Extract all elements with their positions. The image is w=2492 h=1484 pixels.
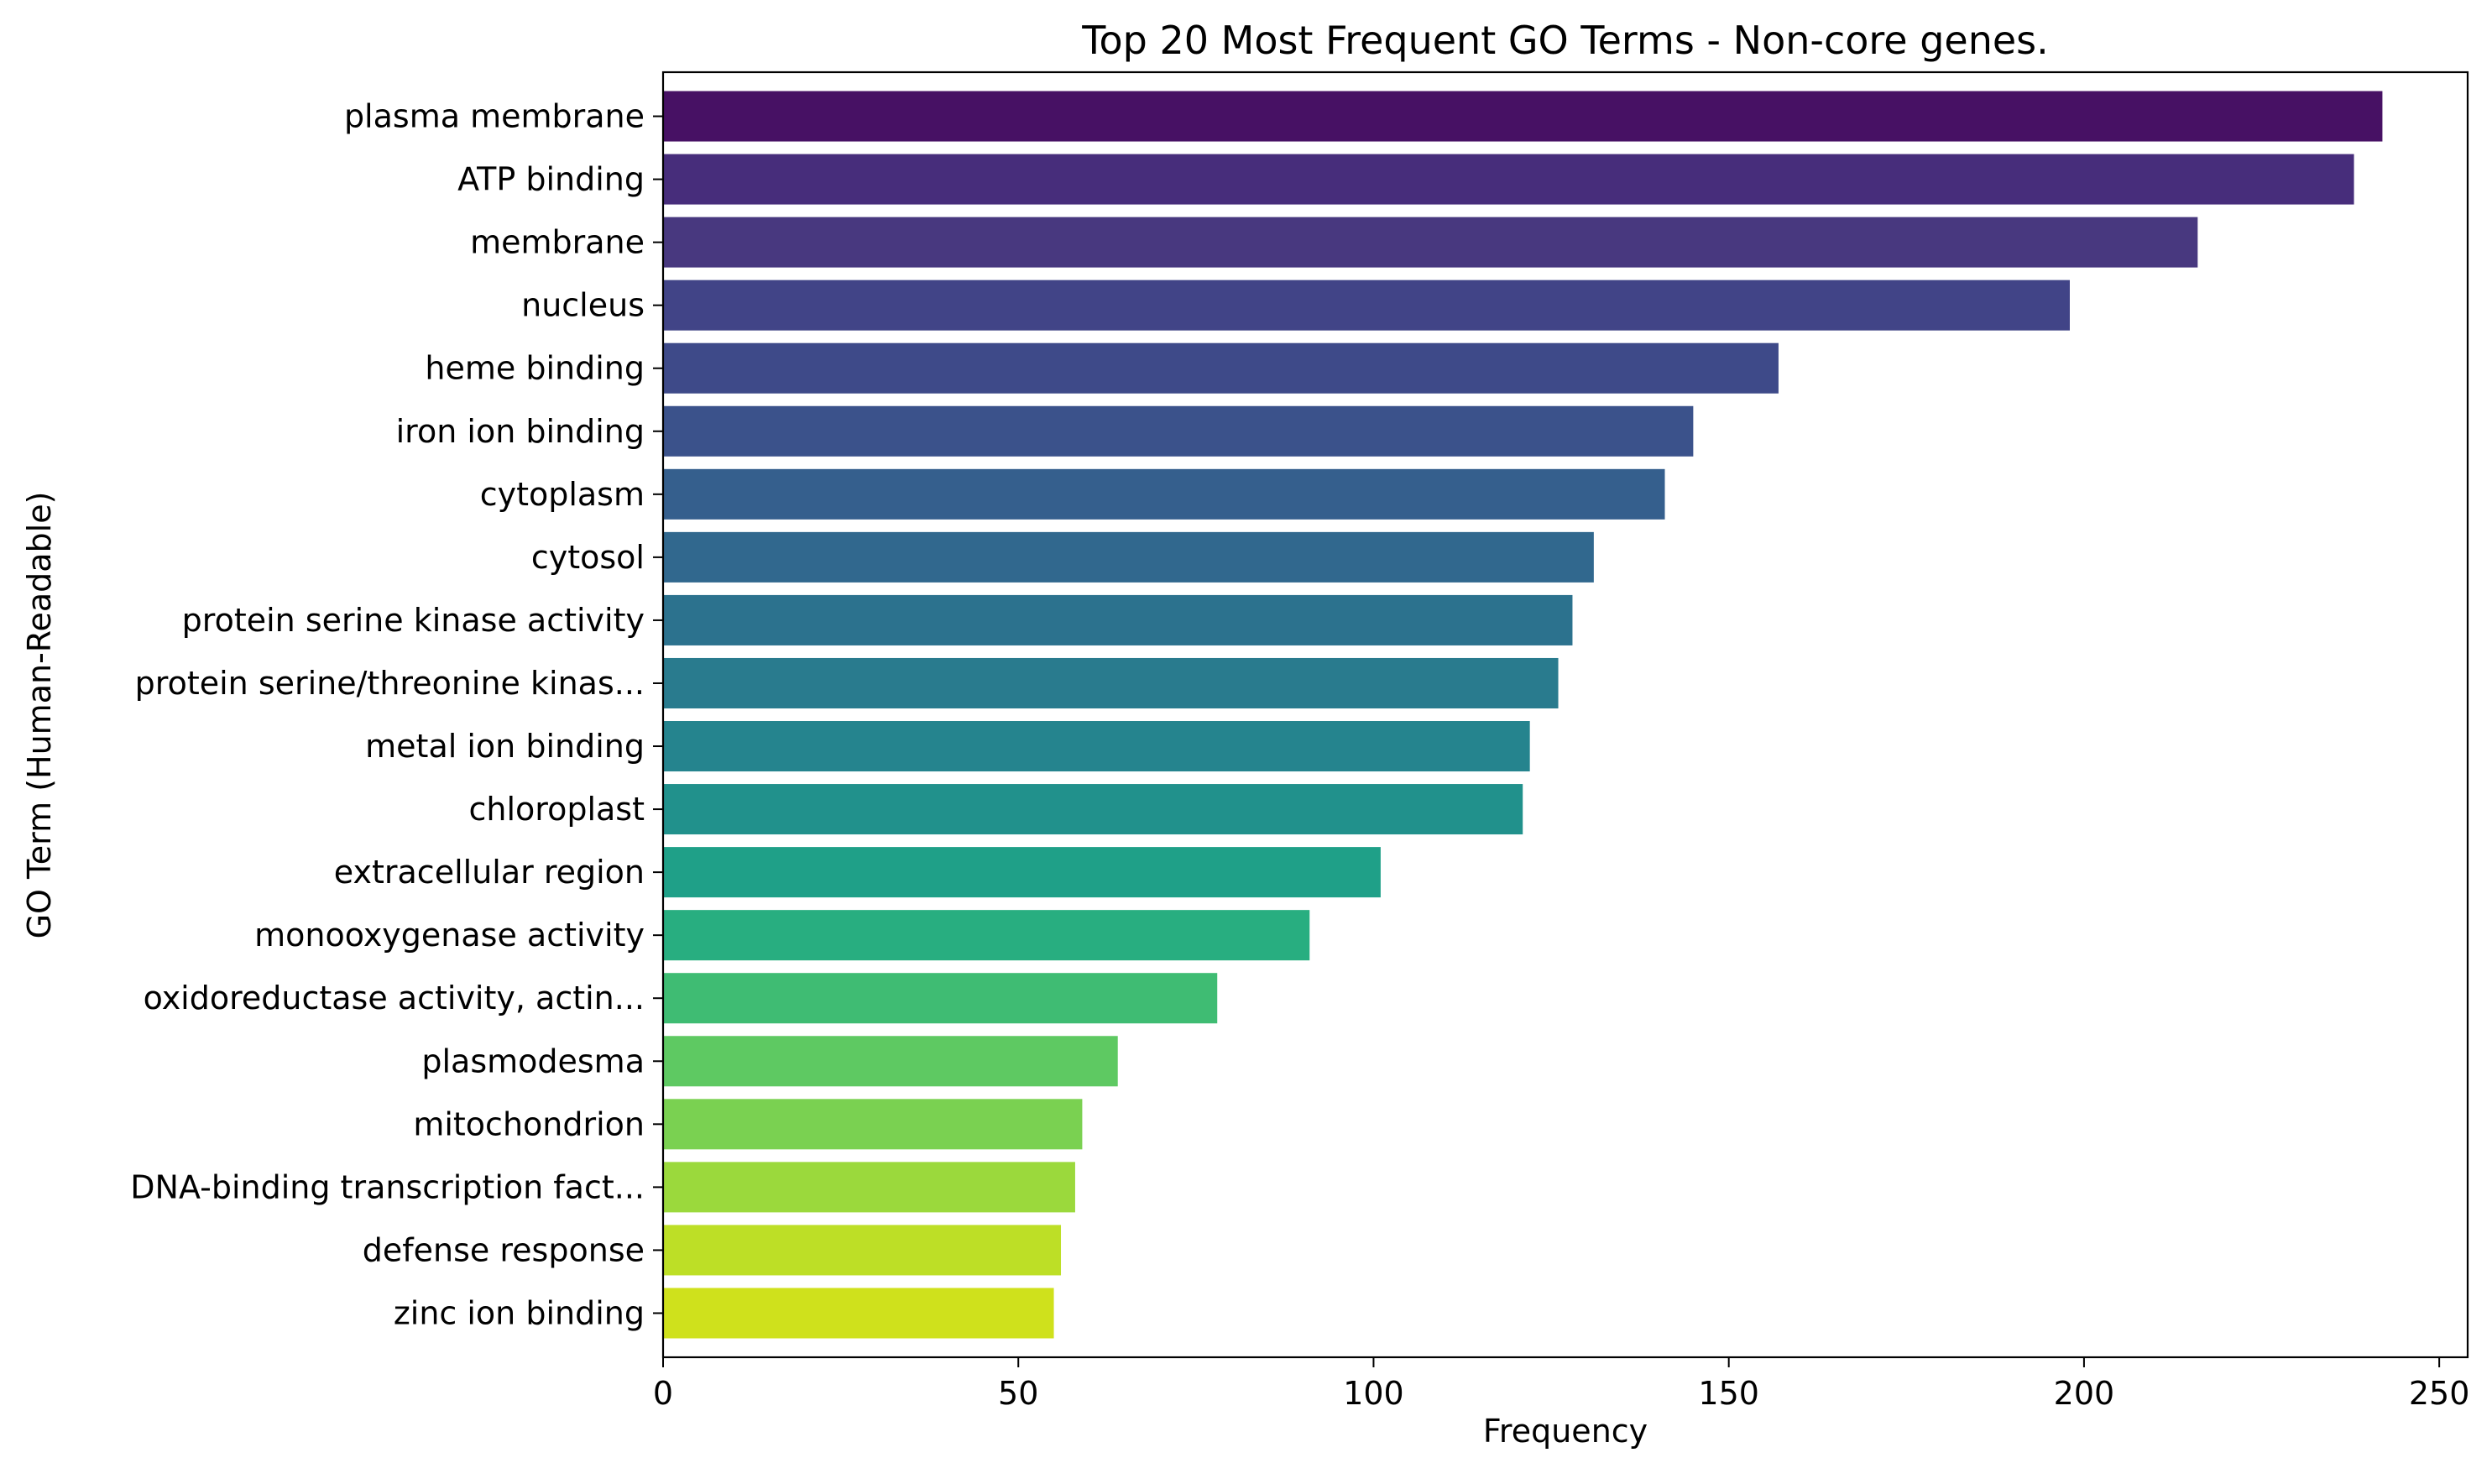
bar xyxy=(663,468,1665,520)
bar xyxy=(663,1225,1062,1276)
bar xyxy=(663,847,1381,898)
bar xyxy=(663,657,1559,708)
y-tick-label: extracellular region xyxy=(334,854,645,891)
y-tick-label: zinc ion binding xyxy=(394,1294,645,1331)
bar xyxy=(663,1099,1083,1150)
y-tick-label: DNA-binding transcription fact... xyxy=(130,1168,645,1205)
bar xyxy=(663,721,1530,772)
y-tick-label: cytoplasm xyxy=(480,476,645,513)
bars-layer xyxy=(663,91,2383,1339)
bar xyxy=(663,280,2070,331)
y-tick-label: chloroplast xyxy=(469,791,645,828)
y-tick-label: mitochondrion xyxy=(413,1105,645,1142)
y-tick-label: iron ion binding xyxy=(396,413,645,450)
bar xyxy=(663,217,2198,268)
x-tick-label: 100 xyxy=(1343,1375,1404,1412)
bar xyxy=(663,154,2354,205)
x-axis-ticks: 0 50 100 150 200 250 xyxy=(653,1357,2470,1412)
y-tick-labels: plasma membrane ATP binding membrane nucleu… xyxy=(130,98,663,1331)
x-axis-title: Frequency xyxy=(1483,1413,1648,1450)
y-tick-label: heme binding xyxy=(425,350,645,387)
y-tick-label: nucleus xyxy=(521,287,645,324)
y-tick-label: plasmodesma xyxy=(421,1042,645,1079)
x-tick-label: 150 xyxy=(1698,1375,1759,1412)
bar xyxy=(663,973,1218,1024)
x-tick-label: 250 xyxy=(2409,1375,2470,1412)
plot-frame xyxy=(661,71,2469,1359)
x-tick-label: 0 xyxy=(653,1375,673,1412)
bar xyxy=(663,405,1694,457)
y-tick-label: monooxygenase activity xyxy=(254,917,645,954)
y-tick-label: metal ion binding xyxy=(365,728,645,765)
y-tick-label: protein serine/threonine kinas... xyxy=(135,665,645,702)
y-axis-title: GO Term (Human-Readable) xyxy=(21,492,58,939)
y-tick-label: oxidoreductase activity, actin... xyxy=(144,980,645,1016)
y-tick-label: membrane xyxy=(470,224,645,261)
bar xyxy=(663,594,1573,645)
bar xyxy=(663,1288,1054,1339)
bar xyxy=(663,784,1523,835)
y-tick-label: defense response xyxy=(363,1231,645,1268)
bar xyxy=(663,342,1779,394)
y-tick-label: ATP binding xyxy=(457,161,645,198)
chart-title: Top 20 Most Frequent GO Terms - Non-core… xyxy=(1081,18,2049,63)
y-tick-label: cytosol xyxy=(531,539,645,576)
bar xyxy=(663,1162,1075,1213)
bar xyxy=(663,91,2383,142)
y-tick-label: plasma membrane xyxy=(344,98,645,135)
bar xyxy=(663,1036,1118,1087)
bar xyxy=(663,910,1310,961)
x-tick-label: 50 xyxy=(998,1375,1038,1412)
y-tick-label: protein serine kinase activity xyxy=(182,602,645,639)
x-tick-label: 200 xyxy=(2054,1375,2115,1412)
bar xyxy=(663,531,1594,583)
